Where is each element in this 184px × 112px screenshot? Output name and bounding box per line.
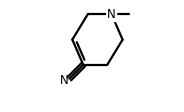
Text: N: N bbox=[107, 8, 116, 21]
Text: N: N bbox=[60, 74, 68, 87]
